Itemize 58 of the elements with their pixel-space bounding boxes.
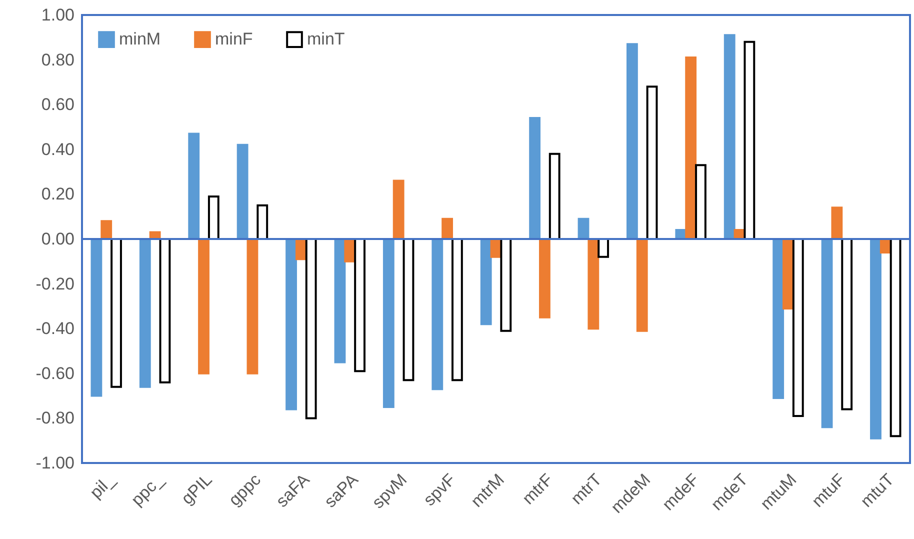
bar [841, 238, 853, 410]
bar [772, 238, 784, 400]
bar [236, 144, 248, 240]
y-tick-label: -0.60 [36, 364, 74, 383]
bar [90, 238, 102, 397]
bar [480, 238, 492, 326]
bar [636, 238, 648, 332]
bar [208, 195, 220, 240]
y-tick-label: 0.80 [41, 50, 74, 70]
bar [188, 132, 200, 240]
bar [646, 86, 658, 240]
y-tick-label: 1.00 [41, 6, 74, 24]
bar [139, 238, 151, 388]
bar [598, 238, 610, 258]
y-tick-label: -1.00 [36, 454, 74, 472]
bar [548, 152, 560, 240]
bar [334, 238, 346, 364]
bar [198, 238, 210, 374]
bar [451, 238, 463, 382]
legend-label: minM [119, 30, 161, 49]
bar [588, 238, 600, 330]
legend-label: minF [215, 30, 253, 49]
legend-label: minT [307, 30, 345, 49]
bar [539, 238, 550, 318]
bar [402, 238, 414, 382]
bar [695, 164, 706, 240]
y-tick-label: -0.40 [36, 319, 74, 338]
x-tick-label: ppc_ [128, 470, 168, 510]
bar [246, 238, 258, 374]
bar [354, 238, 366, 372]
y-tick-label: -0.20 [36, 274, 74, 294]
bar [792, 238, 804, 417]
bar [110, 238, 122, 388]
bar [305, 238, 317, 420]
bar [890, 238, 902, 438]
bar [870, 238, 882, 440]
bar [529, 117, 541, 240]
bar [100, 220, 112, 240]
y-tick-label: 0.40 [41, 140, 74, 159]
bar [432, 238, 444, 390]
y-tick-label: 0.60 [41, 95, 74, 114]
bar [286, 238, 297, 410]
bar [159, 238, 171, 384]
bar [744, 40, 756, 240]
x-tick-label: pil_ [86, 470, 119, 502]
bar [392, 180, 404, 240]
bar [256, 204, 268, 240]
y-tick-label: -0.80 [36, 408, 74, 428]
y-tick-label: 0.20 [41, 184, 74, 204]
bar [442, 218, 453, 240]
bar [626, 43, 638, 240]
bar [821, 238, 833, 428]
bar [500, 238, 512, 332]
bar [724, 34, 736, 240]
bar [685, 56, 697, 240]
bar [831, 206, 843, 240]
bar [382, 238, 394, 408]
y-tick-label: 0.00 [41, 230, 74, 248]
